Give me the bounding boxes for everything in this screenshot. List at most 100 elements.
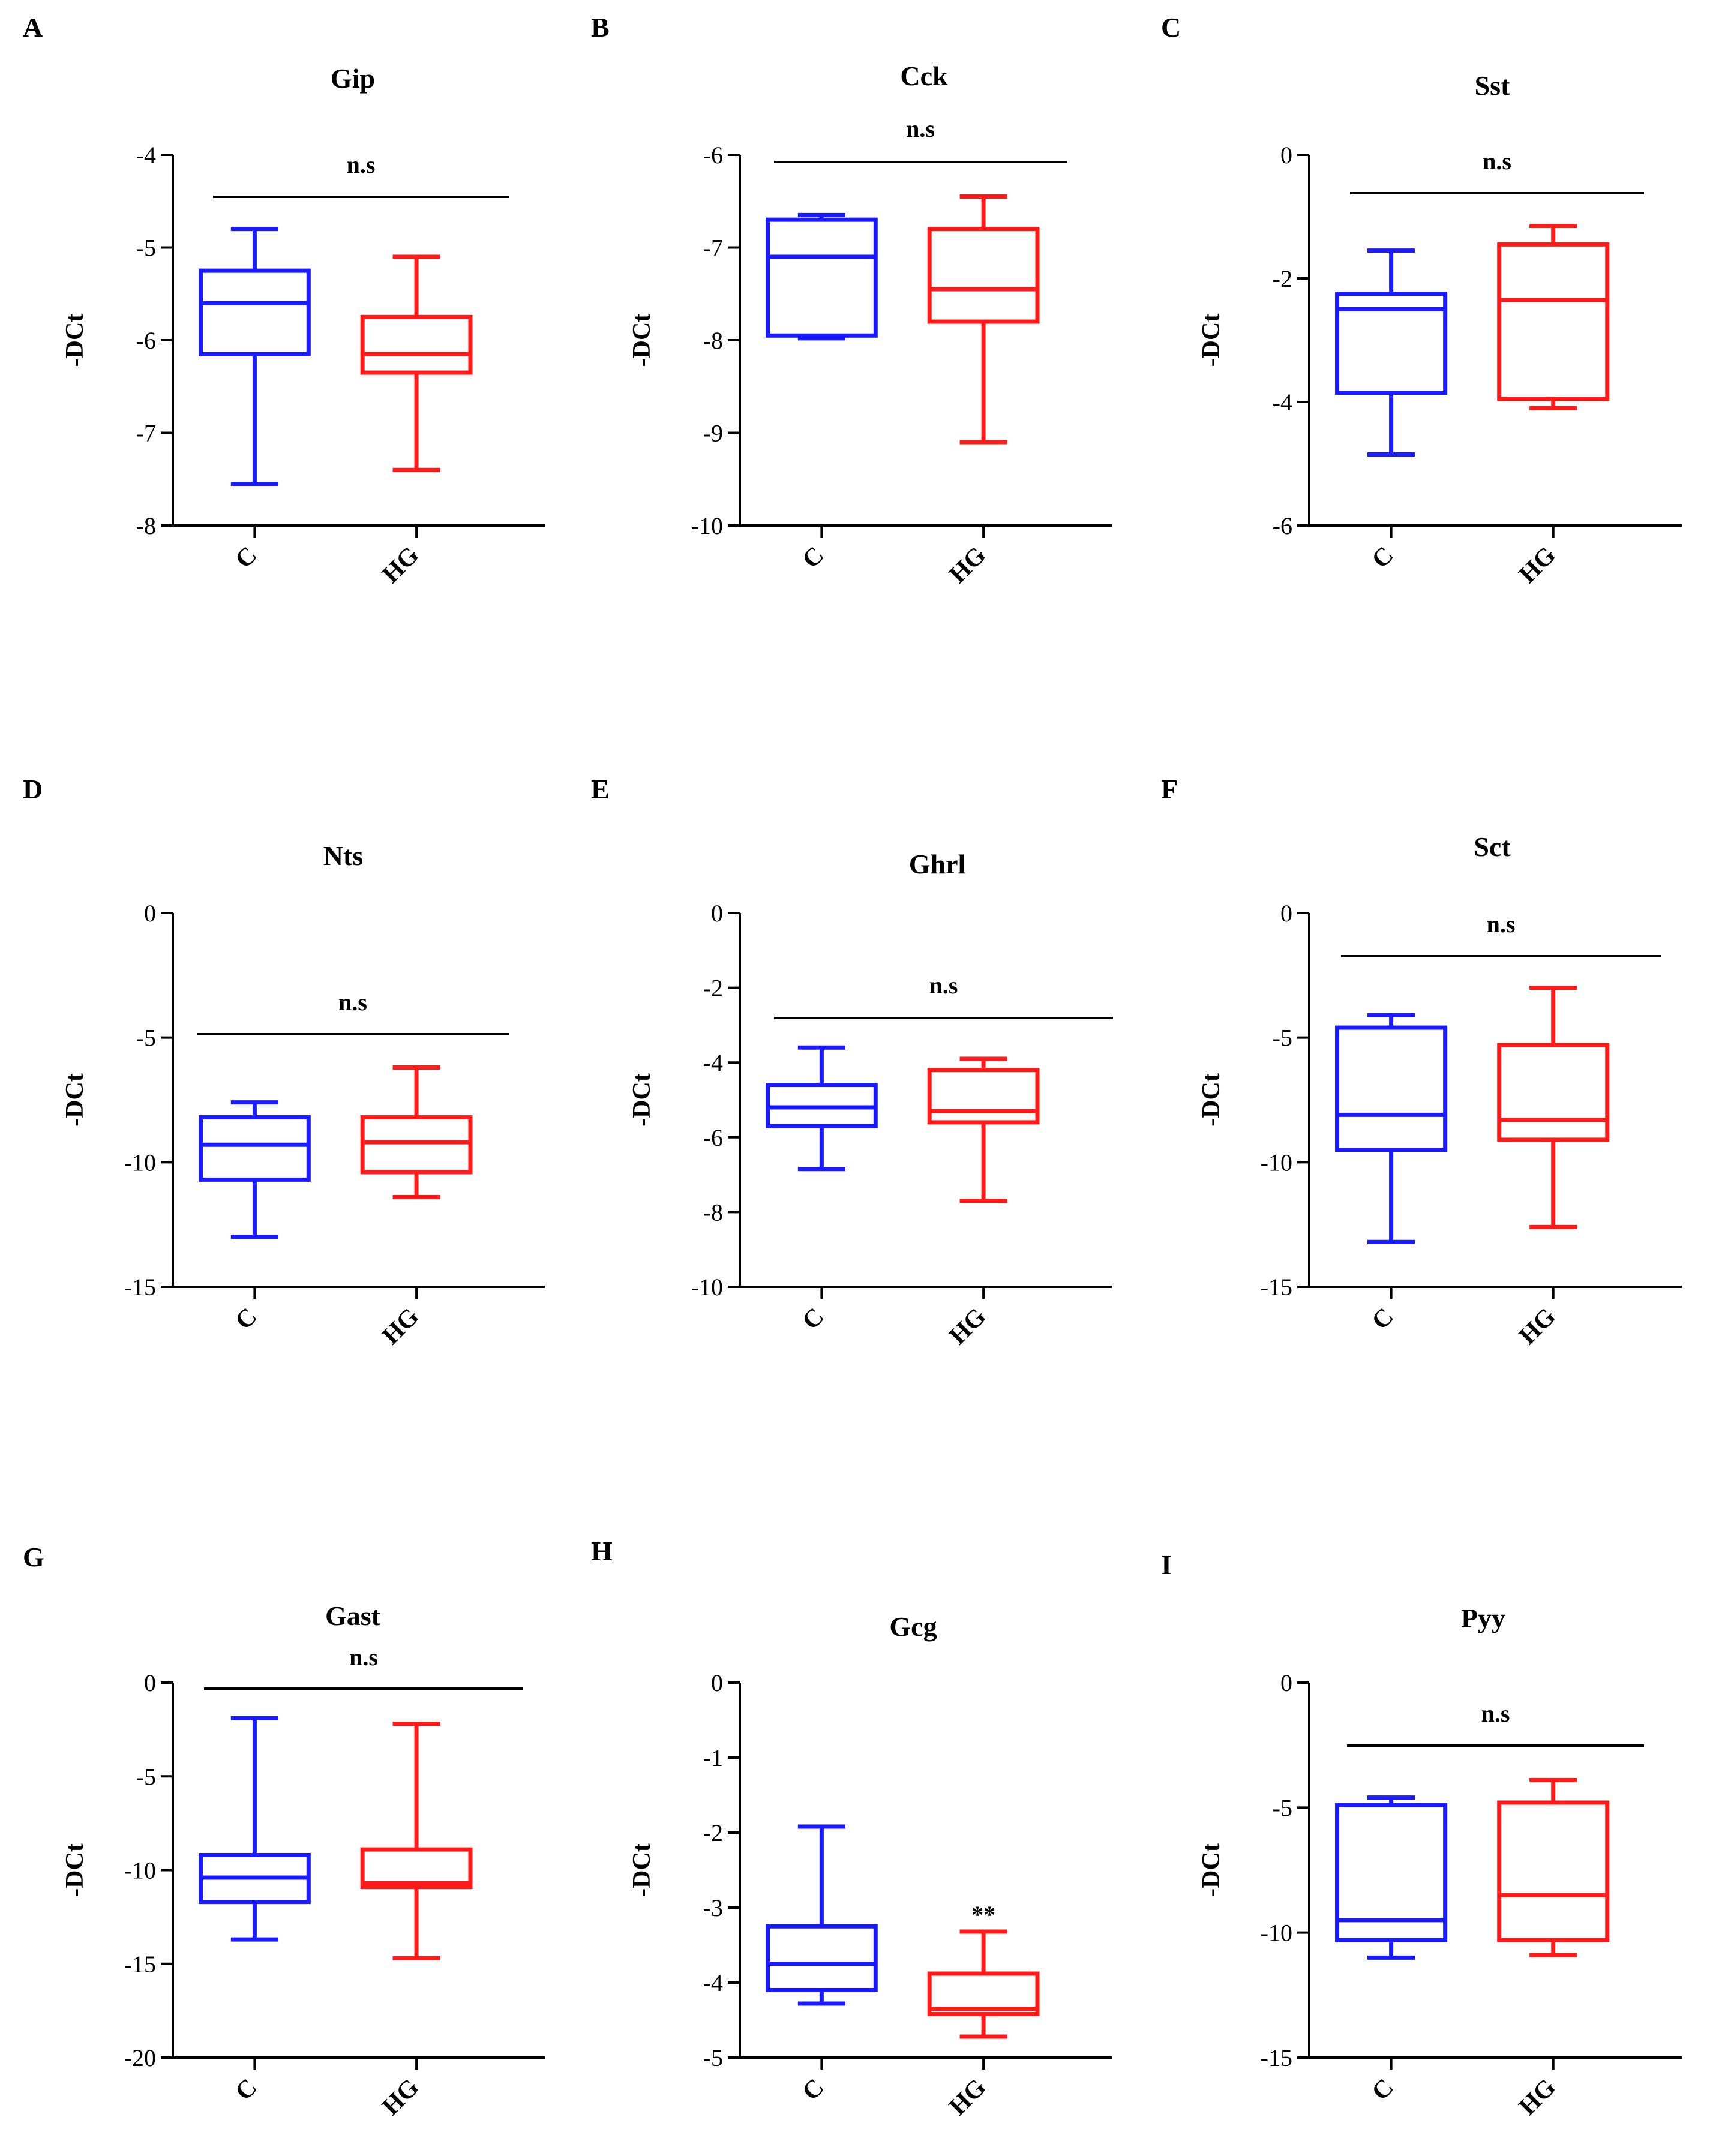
- panel-b: B Cck -10 -9 -8 -7 -6 -DCt C HG n.s: [591, 12, 1112, 588]
- box-hg: [360, 1722, 473, 1960]
- chart-title: Gcg: [889, 1611, 937, 1642]
- box-hg: [1497, 986, 1610, 1229]
- y-tick-label: -8: [703, 1199, 723, 1226]
- chart-title: Cck: [900, 61, 948, 91]
- y-tick-label: -8: [703, 327, 723, 354]
- y-tick-label: 0: [1280, 1669, 1292, 1696]
- significance-annotation: **: [971, 1901, 995, 1928]
- y-tick-label: 0: [711, 1669, 723, 1696]
- chart-title: Sst: [1475, 70, 1510, 101]
- y-tick-label: 0: [1280, 142, 1292, 169]
- chart-title: Ghrl: [909, 849, 966, 879]
- box-iqr: [360, 314, 473, 375]
- box-hg: [1497, 1778, 1610, 1957]
- y-tick-label: -15: [124, 1274, 156, 1301]
- x-tick-label-c: C: [797, 542, 829, 574]
- x-tick-label-c: C: [1367, 542, 1399, 574]
- box-hg: [360, 254, 473, 472]
- chart-title: Sct: [1474, 831, 1511, 862]
- y-tick-label: -5: [136, 1025, 156, 1052]
- y-tick-label: -5: [1273, 1025, 1292, 1052]
- x-tick-label-c: C: [1367, 1303, 1399, 1335]
- y-axis-label: -DCt: [61, 1843, 89, 1897]
- y-tick-label: -6: [1273, 512, 1292, 539]
- box-iqr: [1335, 1025, 1448, 1152]
- x-tick-label-hg: HG: [944, 2074, 991, 2121]
- y-tick-label: 0: [144, 900, 156, 927]
- x-tick-label-hg: HG: [377, 1303, 424, 1350]
- y-axis-label: -DCt: [1198, 1073, 1225, 1127]
- panel-letter: C: [1161, 12, 1181, 43]
- x-tick-label-hg: HG: [1514, 2074, 1561, 2121]
- significance-label: n.s: [347, 151, 376, 178]
- y-tick-label: -20: [124, 2044, 156, 2071]
- y-tick-label: -15: [1261, 1274, 1292, 1301]
- box-iqr: [927, 1971, 1040, 2016]
- box-iqr: [927, 1068, 1040, 1125]
- panel-a: A Gip -8 -7 -6 -5 -4 -DCt C HG n.s: [23, 12, 545, 588]
- y-tick-label: -7: [703, 235, 723, 262]
- significance-label: n.s: [1481, 1700, 1510, 1727]
- panel-i: I Pyy -15 -10 -5 0 -DCt C HG n.s: [1161, 1550, 1682, 2121]
- y-tick-label: -2: [703, 975, 723, 1002]
- x-tick-label-c: C: [797, 2074, 829, 2106]
- panel-letter: F: [1161, 774, 1178, 804]
- box-c: [766, 1824, 878, 2006]
- panel-f: F Sct -15 -10 -5 0 -DCt C HG n.s: [1161, 774, 1682, 1350]
- x-tick-label-c: C: [797, 1303, 829, 1335]
- box-c: [199, 1716, 311, 1942]
- box-iqr: [766, 217, 878, 338]
- y-tick-label: -10: [691, 512, 723, 539]
- box-c: [766, 1045, 878, 1172]
- box-iqr: [1335, 292, 1448, 395]
- panel-letter: I: [1161, 1550, 1172, 1580]
- box-iqr: [199, 1115, 311, 1182]
- box-iqr: [1335, 1803, 1448, 1942]
- y-tick-label: -10: [1261, 1920, 1292, 1947]
- panel-letter: G: [23, 1542, 44, 1572]
- panel-d: D Nts -15 -10 -5 0 -DCt C HG n.s: [23, 774, 545, 1350]
- box-c: [199, 1100, 311, 1239]
- y-tick-label: -5: [1273, 1794, 1292, 1821]
- box-c: [1335, 248, 1448, 457]
- y-tick-label: -6: [703, 1124, 723, 1151]
- box-iqr: [927, 227, 1040, 324]
- y-tick-label: -10: [1261, 1149, 1292, 1176]
- y-axis-label: -DCt: [61, 1073, 89, 1127]
- y-axis-label: -DCt: [1198, 1843, 1225, 1897]
- box-iqr: [360, 1115, 473, 1175]
- y-tick-label: -8: [136, 512, 156, 539]
- chart-title: Pyy: [1461, 1603, 1505, 1633]
- y-axis-label: -DCt: [628, 314, 656, 367]
- x-tick-label-hg: HG: [944, 1303, 991, 1350]
- x-tick-label-hg: HG: [1514, 1303, 1561, 1350]
- box-iqr: [766, 1924, 878, 1992]
- significance-label: n.s: [349, 1644, 378, 1671]
- significance-label: n.s: [1483, 148, 1511, 175]
- y-tick-label: -6: [703, 142, 723, 169]
- significance-label: n.s: [338, 989, 367, 1016]
- x-tick-label-c: C: [230, 542, 262, 574]
- y-tick-label: -9: [703, 420, 723, 447]
- y-tick-label: 0: [144, 1669, 156, 1696]
- y-axis-label: -DCt: [628, 1843, 656, 1897]
- y-tick-label: -4: [703, 1969, 723, 1996]
- y-tick-label: -15: [1261, 2044, 1292, 2071]
- box-iqr: [1497, 242, 1610, 401]
- x-tick-label-c: C: [230, 1303, 262, 1335]
- box-iqr: [199, 268, 311, 356]
- y-axis-label: -DCt: [628, 1073, 656, 1127]
- y-tick-label: -7: [136, 420, 156, 447]
- x-tick-label-hg: HG: [944, 542, 991, 589]
- y-tick-label: -6: [136, 327, 156, 354]
- box-hg: [927, 194, 1040, 445]
- x-tick-label-hg: HG: [377, 2074, 424, 2121]
- panel-letter: B: [591, 12, 610, 43]
- panel-letter: H: [591, 1536, 613, 1566]
- x-tick-label-c: C: [1367, 2074, 1399, 2106]
- significance-label: n.s: [929, 972, 958, 999]
- box-hg: [1497, 223, 1610, 410]
- y-tick-label: -5: [136, 1763, 156, 1790]
- y-tick-label: 0: [1280, 900, 1292, 927]
